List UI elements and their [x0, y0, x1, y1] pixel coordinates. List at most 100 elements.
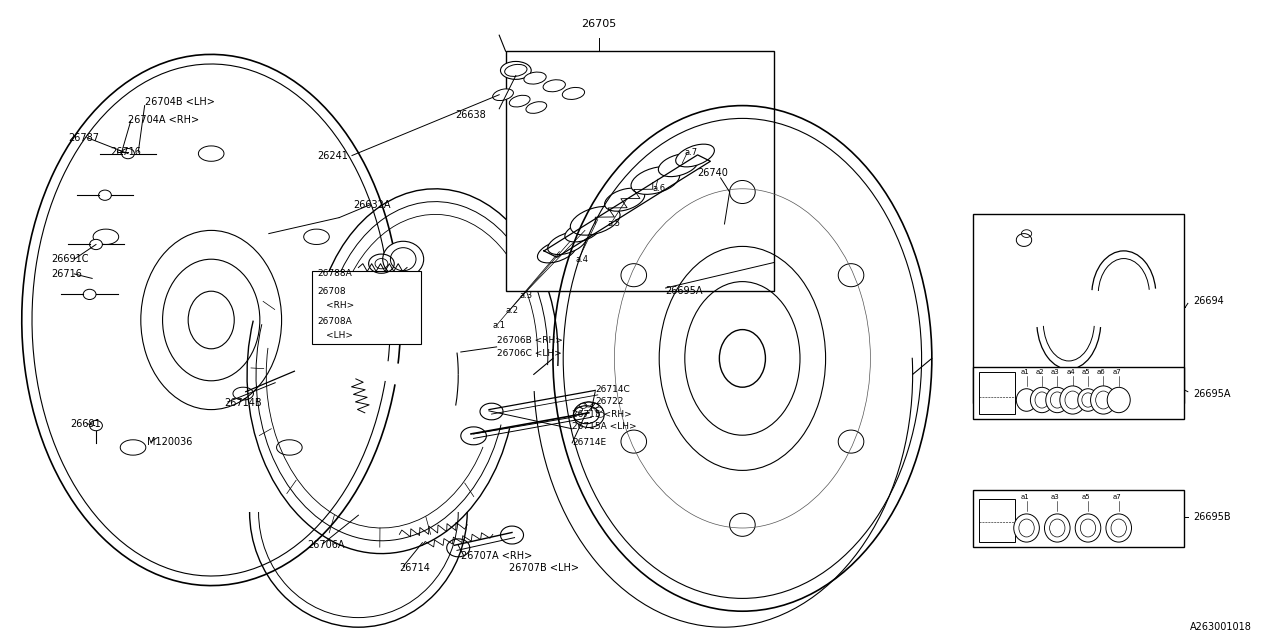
Ellipse shape — [509, 95, 530, 107]
Bar — [973, 490, 1184, 547]
Ellipse shape — [1111, 519, 1126, 537]
Text: a7: a7 — [1112, 369, 1121, 376]
Ellipse shape — [1019, 519, 1034, 537]
Text: 26706C <LH>: 26706C <LH> — [497, 349, 562, 358]
Ellipse shape — [658, 154, 699, 177]
Ellipse shape — [604, 188, 645, 211]
Ellipse shape — [90, 239, 102, 250]
Text: 26704B <LH>: 26704B <LH> — [145, 97, 215, 108]
Text: 26715 <RH>: 26715 <RH> — [572, 410, 632, 419]
Text: 26705: 26705 — [581, 19, 617, 29]
Text: a5: a5 — [1082, 369, 1091, 376]
Text: <RH>: <RH> — [326, 301, 355, 310]
Text: a6: a6 — [1097, 369, 1106, 376]
Text: a4: a4 — [1066, 369, 1075, 376]
Bar — [979, 499, 1015, 542]
Ellipse shape — [1046, 387, 1069, 413]
Ellipse shape — [538, 240, 576, 263]
Text: 26695A: 26695A — [1193, 388, 1230, 399]
Text: <LH>: <LH> — [326, 332, 353, 340]
Ellipse shape — [631, 166, 680, 195]
Ellipse shape — [1091, 386, 1116, 414]
Ellipse shape — [1096, 391, 1111, 409]
Ellipse shape — [500, 61, 531, 79]
Bar — [312, 271, 421, 344]
Ellipse shape — [1050, 519, 1065, 537]
Text: 26706A: 26706A — [307, 540, 344, 550]
Text: a.1: a.1 — [493, 321, 506, 330]
Text: a1: a1 — [1020, 494, 1029, 500]
Ellipse shape — [562, 88, 585, 99]
Ellipse shape — [493, 89, 513, 100]
Text: a.5: a.5 — [608, 220, 621, 228]
Bar — [973, 214, 1184, 403]
Text: 26707A <RH>: 26707A <RH> — [461, 550, 532, 561]
Ellipse shape — [548, 232, 586, 255]
Text: a.4: a.4 — [576, 255, 589, 264]
Ellipse shape — [1106, 514, 1132, 542]
Text: 26694: 26694 — [1193, 296, 1224, 306]
Ellipse shape — [1036, 392, 1048, 408]
Text: 26691C: 26691C — [51, 253, 88, 264]
Ellipse shape — [1051, 392, 1064, 408]
Ellipse shape — [1060, 386, 1085, 414]
Ellipse shape — [1044, 514, 1070, 542]
Bar — [979, 372, 1015, 414]
Ellipse shape — [504, 65, 527, 76]
Ellipse shape — [90, 420, 102, 431]
Text: 26241: 26241 — [317, 150, 348, 161]
Text: a5: a5 — [1082, 494, 1091, 500]
Text: 26716: 26716 — [51, 269, 82, 279]
Text: a.3: a.3 — [520, 291, 532, 300]
Text: 26695A: 26695A — [666, 286, 703, 296]
Text: a1: a1 — [1020, 369, 1029, 376]
Text: 26740: 26740 — [698, 168, 728, 178]
Ellipse shape — [524, 72, 547, 84]
Text: 26715A <LH>: 26715A <LH> — [572, 422, 636, 431]
Text: a.2: a.2 — [506, 306, 518, 315]
Ellipse shape — [676, 144, 714, 167]
Ellipse shape — [122, 148, 134, 159]
Ellipse shape — [1030, 387, 1053, 413]
Text: a2: a2 — [1036, 369, 1044, 376]
Text: 26695B: 26695B — [1193, 512, 1230, 522]
Ellipse shape — [1014, 514, 1039, 542]
Text: A263001018: A263001018 — [1190, 622, 1252, 632]
Text: 26714B: 26714B — [224, 398, 261, 408]
Text: 26708A: 26708A — [317, 317, 352, 326]
Ellipse shape — [1075, 514, 1101, 542]
Text: 26788A: 26788A — [317, 269, 352, 278]
Text: 26714C: 26714C — [595, 385, 630, 394]
Ellipse shape — [99, 190, 111, 200]
Bar — [506, 51, 774, 291]
Ellipse shape — [383, 241, 424, 277]
Text: 26632A: 26632A — [353, 200, 390, 210]
Ellipse shape — [1016, 388, 1037, 412]
Text: a.6: a.6 — [653, 184, 666, 193]
Ellipse shape — [1082, 393, 1094, 407]
Text: 26706B <RH>: 26706B <RH> — [497, 336, 562, 345]
Text: 26714E: 26714E — [572, 438, 607, 447]
Ellipse shape — [1065, 391, 1080, 409]
Text: 26787: 26787 — [68, 132, 99, 143]
Text: 26722: 26722 — [595, 397, 623, 406]
Text: 26716: 26716 — [110, 147, 141, 157]
Text: M120036: M120036 — [147, 436, 192, 447]
Text: 26704A <RH>: 26704A <RH> — [128, 115, 200, 125]
Text: a3: a3 — [1051, 369, 1060, 376]
Text: 26707B <LH>: 26707B <LH> — [509, 563, 580, 573]
Ellipse shape — [564, 221, 600, 242]
Text: 26638: 26638 — [456, 110, 486, 120]
Bar — [973, 367, 1184, 419]
Text: 26714: 26714 — [399, 563, 430, 573]
Ellipse shape — [1080, 519, 1096, 537]
Ellipse shape — [543, 80, 566, 92]
Text: 26708: 26708 — [317, 287, 346, 296]
Ellipse shape — [83, 289, 96, 300]
Text: a7: a7 — [1112, 494, 1121, 500]
Text: a3: a3 — [1051, 494, 1060, 500]
Ellipse shape — [526, 102, 547, 113]
Text: 26691: 26691 — [70, 419, 101, 429]
Ellipse shape — [1107, 387, 1130, 413]
Ellipse shape — [571, 207, 620, 235]
